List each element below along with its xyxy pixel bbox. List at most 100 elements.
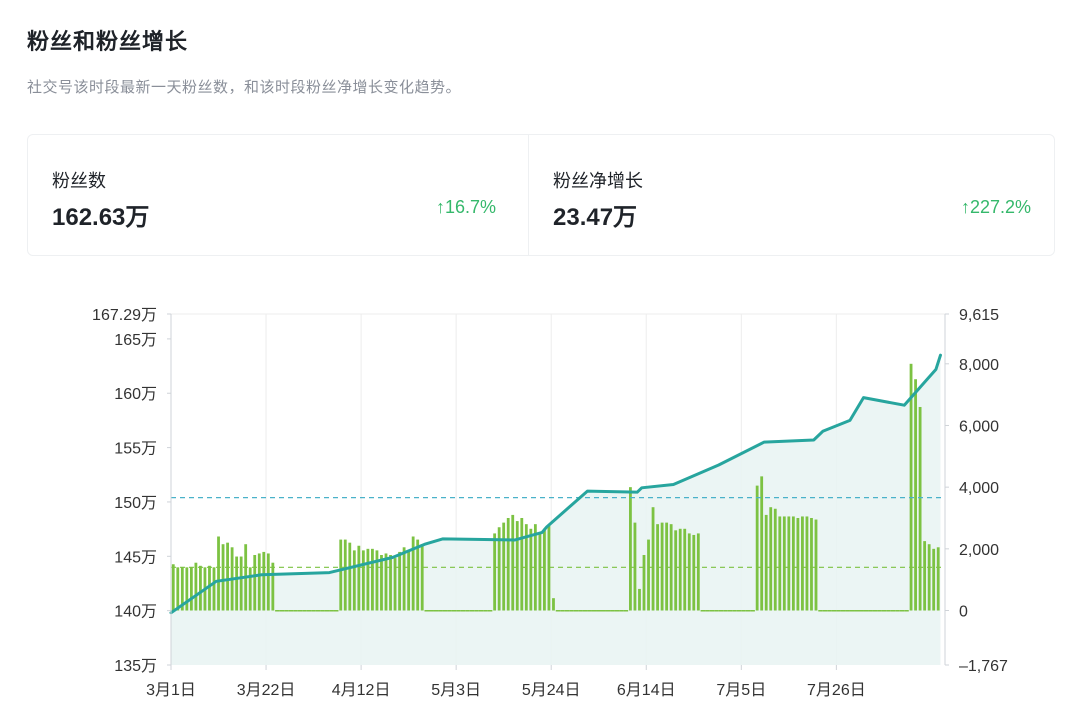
- net-growth-bar: [587, 610, 592, 612]
- net-growth-bar: [329, 610, 334, 612]
- left-tick-label: 150万: [114, 495, 157, 512]
- net-growth-bar: [235, 556, 239, 611]
- net-growth-bar: [447, 610, 452, 612]
- net-growth-bar: [687, 533, 691, 611]
- net-growth-bar: [262, 551, 266, 611]
- net-growth-bar: [456, 610, 461, 612]
- net-growth-bar: [366, 548, 370, 611]
- net-growth-bar: [718, 610, 724, 612]
- right-tick-label: 2,000: [959, 542, 999, 559]
- net-growth-bar: [433, 610, 439, 612]
- right-tick-label: 4,000: [959, 480, 999, 497]
- net-growth-bar: [375, 550, 379, 611]
- net-growth-bar: [176, 567, 180, 611]
- net-growth-bar: [778, 516, 782, 611]
- x-tick-label: 5月3日: [431, 682, 481, 699]
- net-growth-bar: [189, 567, 193, 611]
- net-growth-bar: [923, 541, 927, 611]
- net-growth-bar: [302, 610, 307, 612]
- page-title: 粉丝和粉丝增长: [27, 29, 189, 54]
- followers-area: [171, 355, 941, 665]
- net-growth-bar: [442, 610, 448, 612]
- net-growth-bar: [333, 610, 339, 612]
- net-growth-bar: [474, 610, 479, 612]
- net-growth-bar: [573, 610, 579, 612]
- net-growth-bar: [380, 555, 383, 611]
- net-growth-bar: [904, 610, 909, 612]
- net-growth-bar: [629, 487, 632, 611]
- net-growth-change: ↑227.2%: [960, 197, 1031, 217]
- net-growth-bar: [460, 610, 466, 612]
- net-growth-bar: [248, 567, 252, 611]
- net-growth-bar: [914, 379, 917, 611]
- net-growth-bar: [361, 550, 365, 611]
- net-growth-bar: [927, 544, 931, 611]
- net-growth-bar: [221, 544, 225, 611]
- net-growth-bar: [416, 539, 420, 611]
- left-tick-label: 160万: [114, 386, 157, 403]
- net-growth-bar: [420, 544, 424, 611]
- net-growth-bar: [515, 521, 519, 611]
- net-growth-bar: [796, 517, 800, 611]
- net-growth-bar: [529, 528, 533, 611]
- net-growth-bar: [845, 610, 850, 612]
- net-growth-bar: [483, 610, 488, 612]
- net-growth-bar: [324, 610, 330, 612]
- net-growth-bar: [647, 539, 650, 611]
- net-growth-bar: [660, 522, 664, 611]
- net-growth-bar: [818, 610, 823, 612]
- net-growth-bar: [194, 562, 198, 611]
- net-growth-bar: [755, 485, 759, 611]
- net-growth-bar: [384, 553, 388, 611]
- net-growth-bar: [696, 533, 700, 611]
- net-growth-bar: [623, 610, 629, 612]
- net-growth-bar: [547, 525, 551, 611]
- net-growth-bar: [760, 476, 764, 611]
- net-growth-bar: [886, 610, 891, 612]
- net-growth-bar: [822, 610, 828, 612]
- net-growth-bar: [769, 507, 773, 611]
- left-tick-label: 135万: [114, 658, 157, 675]
- net-growth-bar: [810, 517, 813, 611]
- net-growth-bar: [555, 610, 561, 612]
- net-growth-bar: [805, 516, 809, 611]
- net-growth-bar: [320, 610, 325, 612]
- net-growth-bar: [651, 507, 655, 611]
- net-growth-bar: [506, 517, 510, 611]
- net-growth-bar: [171, 564, 175, 611]
- net-growth-bar: [877, 610, 882, 612]
- net-growth-bar: [552, 598, 555, 611]
- net-growth-bar: [569, 610, 574, 612]
- net-growth-bar: [478, 610, 484, 612]
- right-tick-label: 8,000: [959, 357, 999, 374]
- net-growth-bar: [357, 545, 361, 611]
- net-growth-bar: [736, 610, 742, 612]
- net-growth-bar: [836, 610, 841, 612]
- net-growth-bar: [709, 610, 715, 612]
- net-growth-bar: [497, 527, 501, 611]
- net-growth-bar: [429, 610, 434, 612]
- followers-chart: 167.29万 165万 160万 155万 150万 145万 140万 135万 9,615…: [92, 307, 1008, 699]
- net-growth-bar: [859, 610, 864, 612]
- net-growth-bar: [451, 610, 457, 612]
- net-growth-bar: [306, 610, 312, 612]
- net-growth-bar: [669, 524, 673, 611]
- net-growth-value: 23.47万: [553, 204, 638, 231]
- net-growth-bar: [619, 610, 624, 612]
- net-growth-bar: [208, 565, 211, 611]
- followers-change: ↑16.7%: [435, 197, 496, 217]
- left-tick-label: 145万: [114, 549, 157, 566]
- net-growth-bar: [827, 610, 832, 612]
- stats-panel: 粉丝数 162.63万 ↑16.7% 粉丝净增长 23.47万 ↑227.2%: [27, 134, 1055, 256]
- net-growth-label: 粉丝净增长: [553, 171, 643, 191]
- net-growth-bar: [705, 610, 710, 612]
- net-growth-bar: [700, 610, 706, 612]
- net-growth-bar: [212, 567, 216, 611]
- page-subtitle: 社交号该时段最新一天粉丝数，和该时段粉丝净增长变化趋势。: [27, 79, 462, 96]
- net-growth-bar: [560, 610, 565, 612]
- net-growth-bar: [750, 610, 755, 612]
- net-growth-bar: [564, 610, 570, 612]
- net-growth-bar: [801, 516, 804, 611]
- net-growth-bar: [288, 610, 294, 612]
- net-growth-bar: [469, 610, 475, 612]
